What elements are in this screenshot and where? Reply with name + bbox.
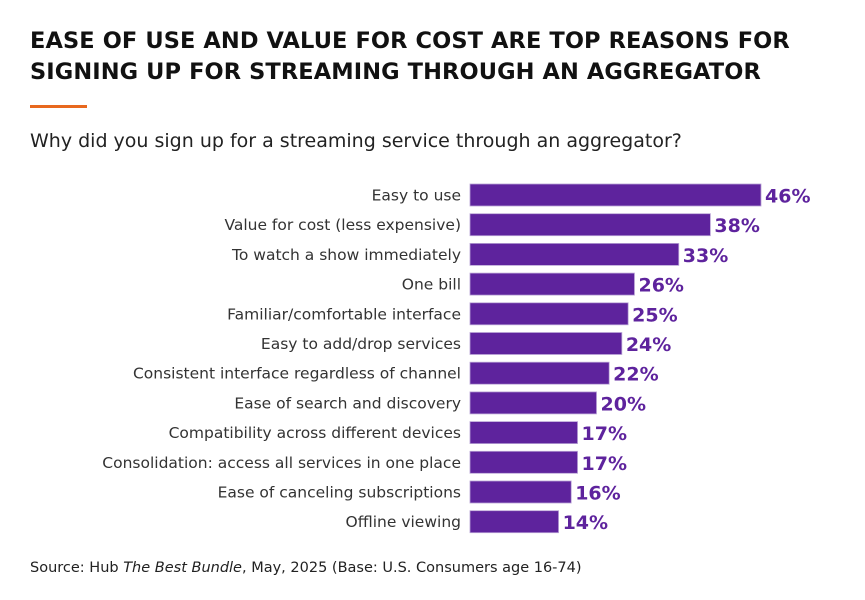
data-label: 38%	[714, 215, 759, 237]
data-label: 26%	[638, 275, 683, 297]
bar	[469, 421, 578, 445]
bar	[469, 510, 559, 534]
category-label: Easy to add/drop services	[261, 335, 461, 353]
category-label: Compatibility across different devices	[169, 424, 461, 442]
bar	[469, 242, 680, 266]
data-label: 33%	[683, 245, 728, 267]
bar	[469, 480, 572, 504]
category-label: Value for cost (less expensive)	[224, 216, 461, 234]
category-label: Consolidation: access all services in on…	[102, 454, 461, 472]
accent-rule	[30, 105, 87, 108]
data-label: 14%	[563, 512, 608, 534]
category-label: Consistent interface regardless of chann…	[133, 365, 461, 383]
bar	[469, 213, 711, 237]
chart-subtitle: Why did you sign up for a streaming serv…	[30, 130, 682, 152]
bar	[469, 361, 610, 385]
data-label: 46%	[765, 186, 810, 208]
title-line-2: SIGNING UP FOR STREAMING THROUGH AN AGGR…	[30, 59, 761, 85]
bar	[469, 391, 597, 415]
bar	[469, 450, 578, 474]
category-label: Easy to use	[372, 187, 461, 205]
category-label: Familiar/comfortable interface	[227, 305, 461, 323]
category-label: To watch a show immediately	[231, 246, 461, 264]
bar	[469, 302, 629, 326]
category-label: Offline viewing	[346, 513, 461, 531]
data-label: 17%	[582, 423, 627, 445]
bar	[469, 272, 635, 296]
data-label: 25%	[632, 304, 677, 326]
data-label: 16%	[575, 483, 620, 505]
bar	[469, 183, 762, 207]
category-label: Ease of canceling subscriptions	[218, 484, 461, 502]
source-note: Source: Hub The Best Bundle, May, 2025 (…	[30, 560, 582, 576]
data-label: 22%	[613, 364, 658, 386]
title-line-1: EASE OF USE AND VALUE FOR COST ARE TOP R…	[30, 28, 790, 54]
data-label: 17%	[582, 453, 627, 475]
category-label: One bill	[402, 276, 461, 294]
data-label: 24%	[626, 334, 671, 356]
category-label: Ease of search and discovery	[234, 394, 461, 412]
data-label: 20%	[601, 393, 646, 415]
chart-title: EASE OF USE AND VALUE FOR COST ARE TOP R…	[30, 26, 790, 88]
bar	[469, 332, 623, 355]
